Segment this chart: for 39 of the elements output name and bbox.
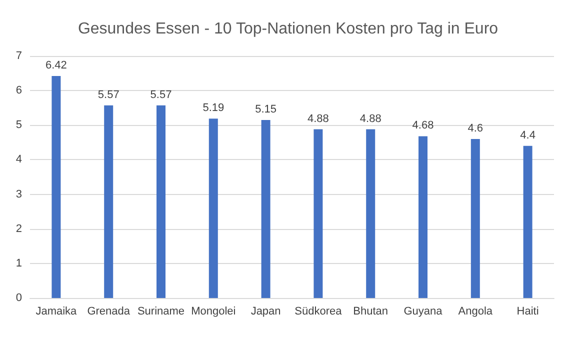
bar [314,129,323,298]
data-label: 6.42 [45,60,67,72]
y-tick-label: 6 [16,84,22,97]
x-tick-label: Grenada [87,306,131,318]
y-tick-label: 7 [16,50,22,62]
data-label: 5.19 [202,102,224,114]
data-label: 5.15 [255,103,277,116]
x-tick-label: Angola [458,306,494,318]
data-label: 4.88 [360,112,382,125]
data-label: 4.88 [307,112,329,125]
bar [208,118,218,298]
data-label: 4.68 [412,120,434,132]
y-tick-label: 0 [16,292,22,304]
bar [156,105,166,298]
x-tick-label: Haiti [516,306,539,318]
x-tick-label: Japan [250,306,281,318]
chart-title: Gesundes Essen - 10 Top-Nationen Kosten pro Tag in Euro [78,20,498,38]
data-label: 4.6 [468,122,484,134]
x-tick-label: Jamaika [36,306,78,318]
bar [366,129,376,298]
x-tick-label: Bhutan [353,306,388,318]
y-tick-label: 1 [16,257,22,270]
y-tick-label: 5 [16,119,22,132]
bar [470,138,480,298]
data-label: 4.4 [520,129,536,142]
y-tick-label: 4 [16,154,22,166]
bar [523,146,532,298]
data-label: 5.57 [150,88,172,101]
x-tick-label: Suriname [137,306,185,318]
y-tick-label: 2 [16,222,22,235]
bar [52,76,61,298]
bar [104,105,114,298]
data-label: 5.57 [98,88,120,101]
y-tick-label: 3 [16,188,22,200]
bar [261,120,270,298]
x-tick-label: Guyana [404,306,444,318]
bar [418,136,428,298]
x-tick-label: Südkorea [294,306,343,318]
x-tick-label: Mongolei [191,306,236,318]
